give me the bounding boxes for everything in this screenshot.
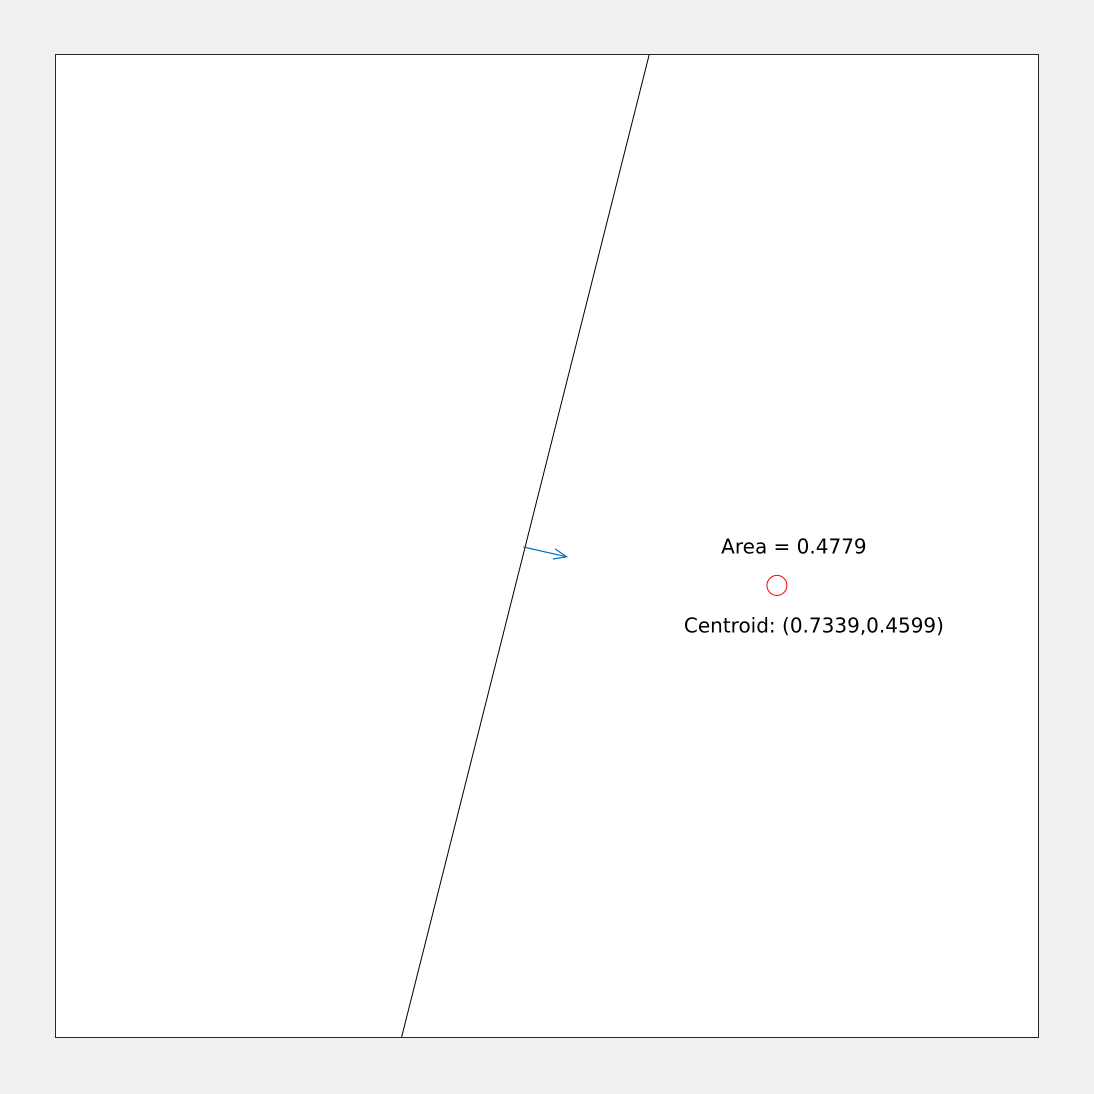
normal-arrow-shaft — [523, 546, 567, 558]
normal-arrow-head — [552, 548, 569, 560]
centroid-label: Centroid: (0.7339,0.4599) — [684, 613, 944, 637]
axes-box — [55, 54, 1039, 1038]
normal-arrow — [523, 546, 569, 560]
cut-line — [401, 54, 650, 1038]
centroid-marker — [766, 574, 788, 596]
area-label: Area = 0.4779 — [721, 534, 866, 558]
